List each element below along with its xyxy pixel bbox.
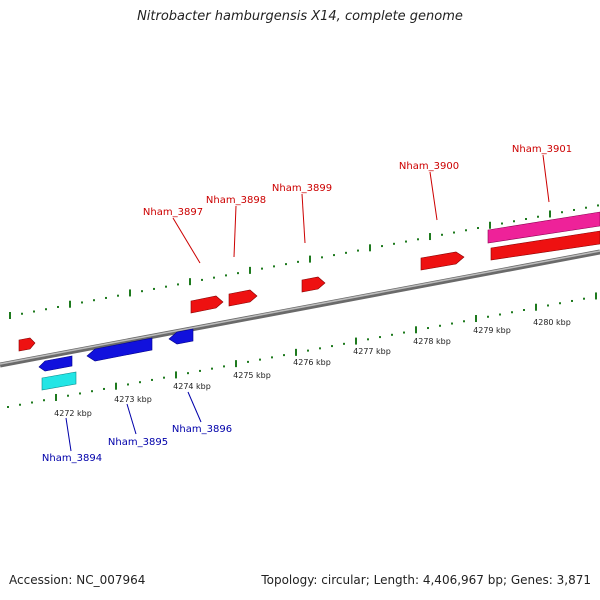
gene-nham-3899[interactable] — [301, 276, 326, 293]
gene-label-nham-3895[interactable]: Nham_3895 — [108, 437, 168, 448]
topology-label: Topology: — [261, 573, 318, 587]
genes-value: 3,871 — [556, 573, 591, 587]
gene-nham-3901[interactable] — [490, 230, 600, 261]
gene-feature[interactable] — [38, 355, 73, 372]
upper-tick-track — [9, 204, 599, 319]
scale-label: 4273 kbp — [114, 395, 152, 404]
gene-label-nham-3899[interactable]: Nham_3899 — [272, 183, 332, 194]
gene-label-nham-3901[interactable]: Nham_3901 — [512, 144, 572, 155]
gene-callout-lines — [65, 154, 550, 452]
scale-label: 4274 kbp — [173, 382, 211, 391]
gene-nham-3898[interactable] — [228, 289, 258, 307]
length-label: Length: — [373, 573, 420, 587]
gene-nham-3896[interactable] — [168, 328, 194, 345]
scale-label: 4275 kbp — [233, 371, 271, 380]
gene-label-nham-3896[interactable]: Nham_3896 — [172, 424, 232, 435]
reverse-strand-genes — [38, 328, 194, 391]
genes-label: Genes: — [510, 573, 553, 587]
scale-label: 4279 kbp — [473, 326, 511, 335]
scale-labels: 4272 kbp 4273 kbp 4274 kbp 4275 kbp 4276 kbp… — [54, 318, 571, 418]
scale-label: 4278 kbp — [413, 337, 451, 346]
gene-label-nham-3898[interactable]: Nham_3898 — [206, 195, 266, 206]
map-title: Nitrobacter hamburgensis X14, complete g… — [137, 9, 463, 24]
scale-label: 4276 kbp — [293, 358, 331, 367]
scale-label: 4272 kbp — [54, 409, 92, 418]
forward-strand-genes — [18, 211, 600, 352]
topology-value: circular — [321, 573, 366, 587]
gene-label-nham-3897[interactable]: Nham_3897 — [143, 207, 203, 218]
gene-label-nham-3894[interactable]: Nham_3894 — [42, 453, 102, 464]
gene-nham-3900[interactable] — [420, 251, 465, 271]
gene-label-nham-3900[interactable]: Nham_3900 — [399, 161, 459, 172]
gene-nham-3895[interactable] — [86, 337, 153, 362]
gene-nham-3894[interactable] — [41, 371, 77, 391]
genome-backbone-highlight — [0, 250, 600, 365]
gene-nham-3901-pseudo[interactable] — [487, 211, 600, 244]
gene-nham-3897[interactable] — [190, 295, 224, 314]
accession-info: Accession: NC_007964 — [9, 573, 145, 587]
length-value: 4,406,967 bp — [422, 573, 503, 587]
accession-label: Accession: — [9, 573, 73, 587]
genome-backbone — [0, 249, 600, 368]
genome-summary: Topology: circular; Length: 4,406,967 bp… — [261, 573, 591, 587]
accession-value: NC_007964 — [76, 573, 146, 587]
scale-label: 4277 kbp — [353, 347, 391, 356]
lower-tick-track — [7, 292, 597, 408]
gene-feature[interactable] — [18, 337, 36, 352]
scale-label: 4280 kbp — [533, 318, 571, 327]
